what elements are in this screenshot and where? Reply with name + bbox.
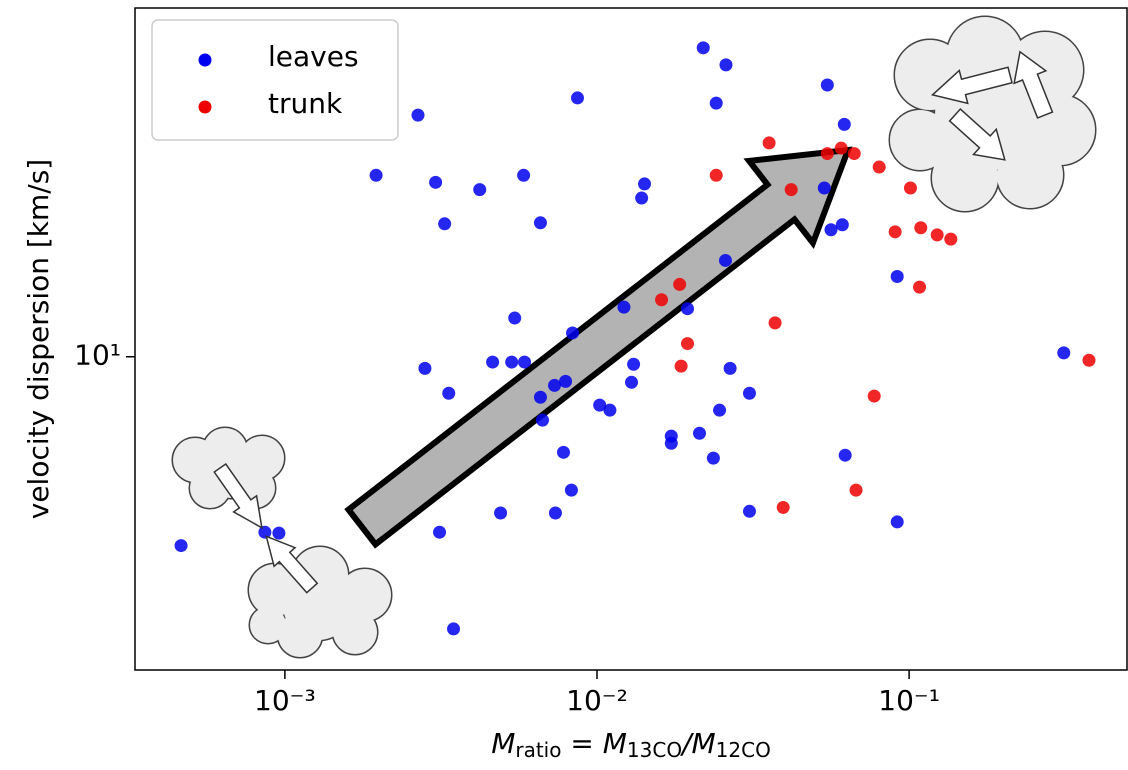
legend-marker [198,53,212,67]
point [681,337,695,351]
point [835,218,849,232]
point [518,355,532,369]
x-axis-label: Mratio = M13CO/M12CO [491,727,771,762]
point [536,413,550,427]
point [505,355,519,369]
point [820,147,834,161]
point [944,232,958,246]
point [838,448,852,462]
point [655,293,669,307]
point [473,183,487,197]
point [930,228,944,242]
x-tick-label: 10⁻¹ [878,684,940,717]
y-axis-label: velocity dispersion [km/s] [22,159,55,520]
point [762,136,776,150]
legend-label: leaves [268,40,359,73]
point [625,375,639,389]
point [1082,353,1096,367]
point [533,216,547,230]
point [433,525,447,539]
point [508,311,522,325]
point [638,177,652,191]
point [837,117,851,131]
point [556,445,570,459]
point [709,96,723,110]
point [706,451,720,465]
point [411,108,425,122]
point [258,525,272,539]
point [834,141,848,155]
x-tick-label: 10⁻² [566,684,628,717]
point [418,361,432,375]
point [719,58,733,72]
point [890,270,904,284]
point [664,429,678,443]
point [593,398,607,412]
point [447,622,461,636]
point [442,386,456,400]
point [272,526,286,540]
point [570,91,584,105]
point [849,483,863,497]
point [784,183,798,197]
point [696,41,710,55]
point [548,378,562,392]
y-tick-label: 10¹ [74,339,121,372]
point [429,175,443,189]
point [673,277,687,291]
point [888,225,902,239]
point [674,359,688,373]
legend-marker [198,100,212,114]
point [820,78,834,92]
point [847,147,861,161]
point [768,316,782,330]
point [914,221,928,235]
point [723,361,737,375]
point [872,160,886,174]
point [824,223,838,237]
point [517,168,531,182]
point [617,300,631,314]
legend: leaves trunk [151,19,399,141]
point [718,253,732,267]
point [817,181,831,195]
point [692,426,706,440]
point [566,326,580,340]
x-tick-label: 10⁻³ [254,684,316,717]
point [890,515,904,529]
point [486,355,500,369]
point [681,302,695,316]
point [564,483,578,497]
point [742,504,756,518]
point [533,390,547,404]
legend-label: trunk [268,87,343,120]
points [174,41,1096,636]
point [548,506,562,520]
point [776,500,790,514]
cloud-illustrations [171,15,1097,659]
trend-arrow [344,146,853,549]
point [913,280,927,294]
point [627,357,641,371]
point [438,217,452,231]
point [713,403,727,417]
point [635,191,649,205]
point [1057,346,1071,360]
point [603,403,617,417]
point [174,539,188,553]
point [867,389,881,403]
point [903,181,917,195]
point [369,168,383,182]
point [494,506,508,520]
point [559,374,573,388]
point [742,386,756,400]
point [709,168,723,182]
